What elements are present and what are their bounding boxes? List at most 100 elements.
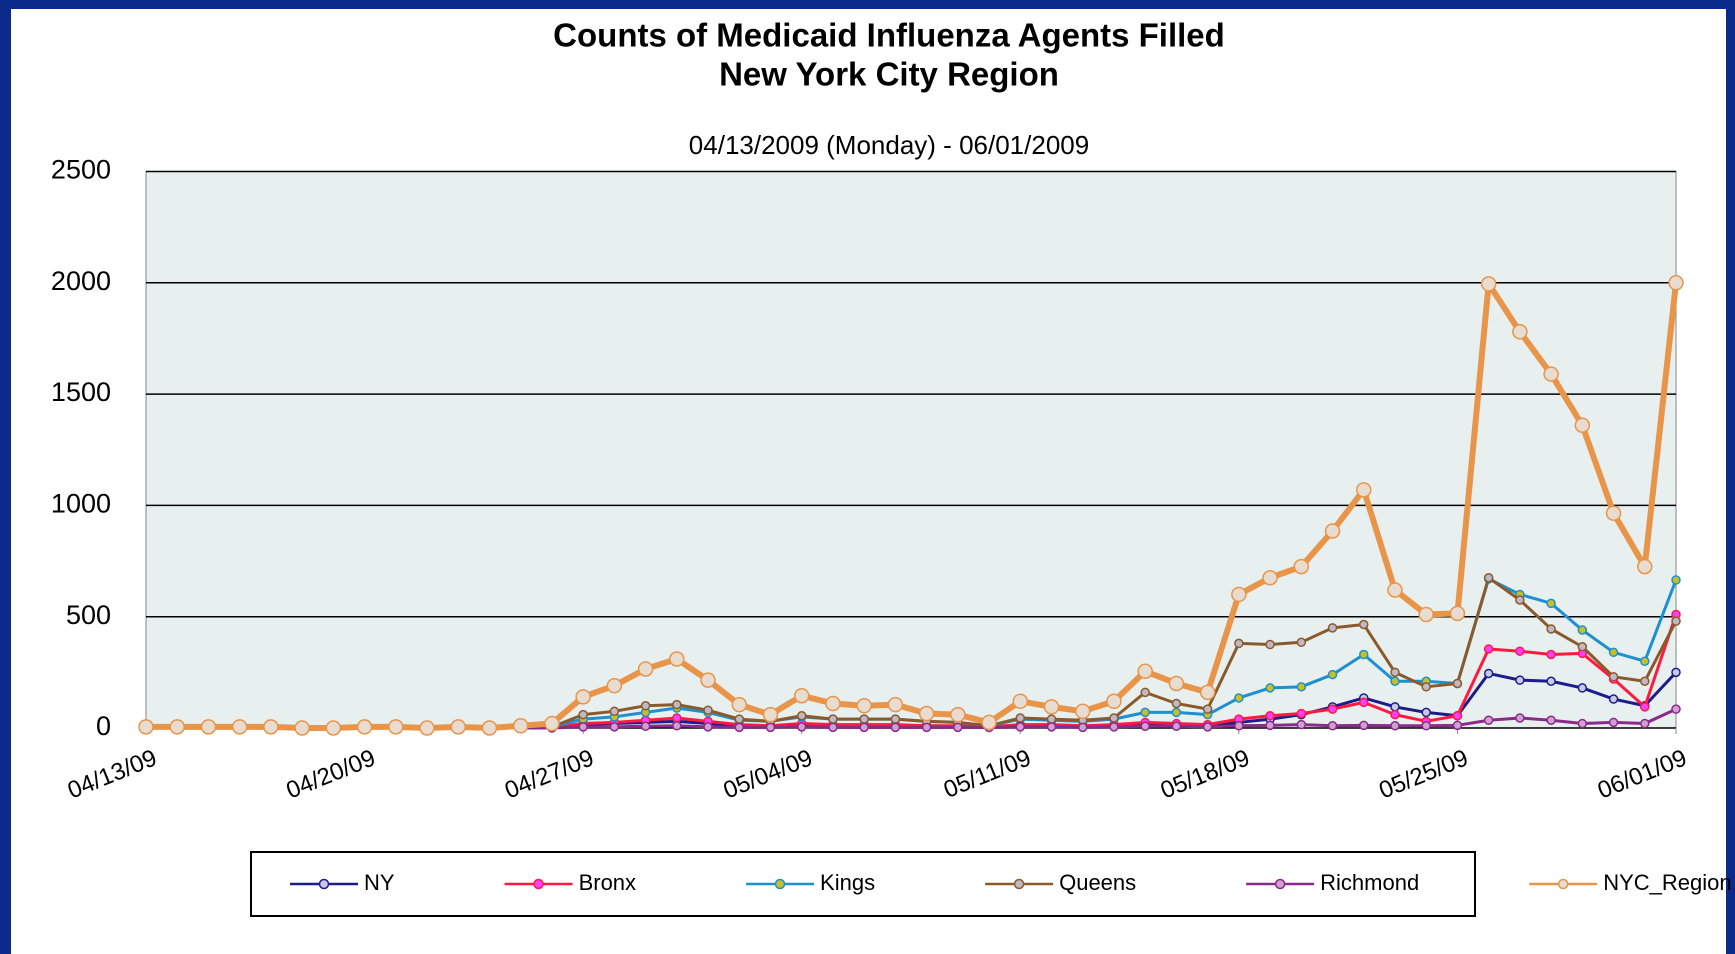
point: [578, 709, 588, 720]
point: [263, 719, 279, 735]
point: [762, 706, 779, 723]
point: [1483, 668, 1494, 679]
point: [669, 651, 685, 667]
point: [1074, 703, 1091, 720]
point: [1480, 276, 1497, 292]
point: [1109, 722, 1119, 732]
point: [672, 699, 682, 710]
point: [890, 722, 901, 733]
point: [1265, 720, 1275, 731]
point: [1296, 637, 1307, 648]
point: [231, 719, 248, 735]
legend-marker: [774, 878, 786, 890]
point: [796, 711, 807, 721]
point: [1637, 558, 1653, 575]
point: [796, 722, 807, 732]
legend-label: NYC_Region: [1603, 870, 1731, 895]
point: [1421, 707, 1431, 718]
point: [1512, 324, 1528, 340]
point: [1577, 718, 1588, 729]
point: [1608, 717, 1619, 728]
point: [1327, 669, 1338, 680]
point: [1483, 644, 1494, 654]
point: [1140, 687, 1150, 698]
point: [1234, 638, 1244, 649]
point: [1546, 598, 1556, 609]
point: [1171, 698, 1182, 709]
point: [1671, 704, 1681, 714]
point: [388, 719, 404, 735]
point: [138, 719, 154, 735]
series-line: [520, 576, 1678, 730]
point: [1012, 693, 1029, 710]
point: [1137, 663, 1153, 679]
point: [578, 722, 588, 732]
point: [1234, 693, 1244, 703]
point: [1109, 713, 1119, 723]
series-line: [520, 707, 1677, 730]
point: [1577, 625, 1588, 635]
point: [672, 713, 682, 723]
point: [1171, 721, 1182, 731]
point: [1515, 675, 1525, 685]
point: [1515, 595, 1525, 605]
point: [1359, 649, 1369, 660]
point: [1671, 575, 1681, 585]
point: [1077, 722, 1088, 733]
y-tick-label: 2500: [51, 155, 111, 185]
point: [1327, 721, 1338, 731]
point: [609, 722, 620, 732]
point: [1043, 699, 1060, 715]
point: [1390, 676, 1400, 687]
point: [450, 719, 466, 735]
point: [1390, 721, 1400, 731]
point: [700, 672, 716, 688]
point: [1452, 678, 1463, 689]
point: [1234, 721, 1244, 731]
point: [703, 722, 713, 732]
point: [544, 715, 560, 732]
point: [1546, 649, 1556, 660]
point: [1390, 667, 1400, 678]
point: [1359, 619, 1369, 630]
point: [1202, 722, 1213, 732]
point: [953, 722, 963, 733]
legend-label: Richmond: [1320, 870, 1419, 895]
point: [1015, 713, 1026, 723]
point: [1390, 709, 1400, 720]
chart-title: Counts of Medicaid Influenza Agents Fill…: [553, 17, 1225, 54]
point: [1421, 721, 1431, 731]
point: [1483, 715, 1494, 725]
point: [1668, 275, 1684, 291]
point: [1168, 675, 1185, 692]
point: [1327, 704, 1338, 714]
point: [419, 720, 435, 736]
point: [1046, 722, 1057, 732]
point: [481, 720, 498, 736]
point: [1608, 672, 1619, 682]
point: [1640, 718, 1650, 729]
point: [1202, 704, 1213, 714]
point: [981, 714, 997, 731]
point: [672, 721, 682, 731]
legend-label: Bronx: [579, 870, 636, 895]
point: [828, 722, 838, 733]
legend-label: Queens: [1059, 870, 1136, 895]
point: [1421, 682, 1431, 692]
point: [1640, 656, 1650, 666]
y-tick-label: 1000: [51, 489, 111, 519]
point: [793, 687, 810, 704]
point: [1483, 572, 1494, 583]
point: [1359, 720, 1369, 731]
legend-label: Kings: [820, 870, 875, 895]
point: [609, 706, 620, 717]
point: [1640, 676, 1650, 687]
point: [1262, 569, 1278, 586]
legend-label: NY: [364, 870, 395, 895]
point: [734, 722, 745, 733]
point: [640, 721, 651, 731]
point: [1359, 697, 1369, 708]
series-line: [520, 613, 1678, 730]
y-tick-label: 500: [66, 600, 111, 630]
point: [921, 722, 932, 733]
